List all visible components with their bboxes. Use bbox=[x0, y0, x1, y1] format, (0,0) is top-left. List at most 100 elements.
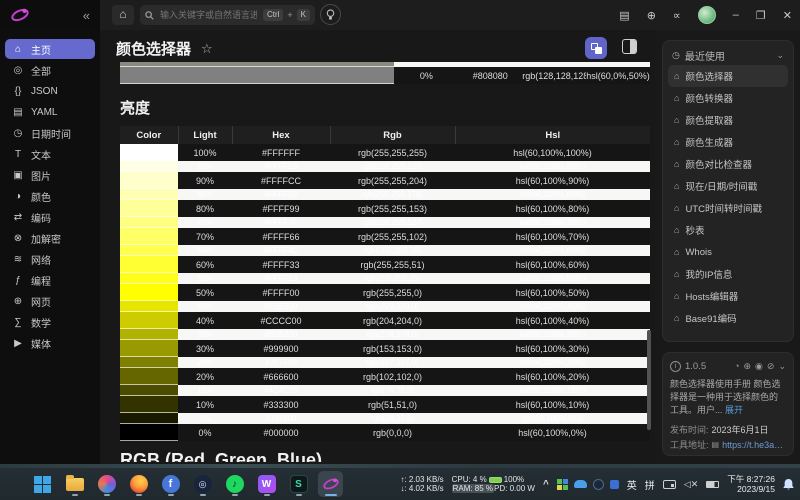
recent-tool-item[interactable]: ⌂ 颜色生成器 bbox=[668, 131, 788, 153]
sidebar-item-datetime[interactable]: ◷ 日期时间 bbox=[5, 123, 95, 143]
home-button[interactable]: ⌂ bbox=[112, 5, 134, 25]
color-swatch bbox=[120, 413, 178, 424]
user-avatar[interactable] bbox=[697, 6, 716, 24]
minimize-button[interactable]: – bbox=[732, 9, 739, 21]
sidebar-item-home[interactable]: ⌂ 主页 bbox=[5, 39, 95, 59]
recent-tool-item[interactable]: ⌂ Whois bbox=[668, 241, 788, 263]
sidebar-item-encode[interactable]: ⇄ 编码 bbox=[5, 207, 95, 227]
chevron-down-icon[interactable]: ⌄ bbox=[776, 49, 784, 60]
table-row[interactable]: 85% #FFFFB2 rgb(255,255,178) hsl(60,100%,85… bbox=[120, 189, 650, 200]
table-row[interactable]: 0% #808080 rgb(128,128,128) hsl(60,0%,50%) bbox=[120, 67, 650, 84]
taskbar-app-firefox[interactable] bbox=[126, 471, 151, 497]
table-row[interactable]: 0% #000000 rgb(0,0,0) hsl(60,100%,0%) bbox=[120, 424, 650, 441]
tray-expand-chevron[interactable]: ^ bbox=[542, 478, 549, 490]
system-stats[interactable]: CPU: 4 % 100% RAM: 85 %PD: 0.00 W bbox=[451, 474, 535, 493]
sidebar-item-json[interactable]: {} JSON bbox=[5, 81, 95, 101]
table-row[interactable]: 90% #FFFFCC rgb(255,255,204) hsl(60,100%,90… bbox=[120, 172, 650, 189]
taskbar-app-start[interactable] bbox=[30, 471, 55, 497]
info-field-value[interactable]: https://t.he3app.co.. bbox=[722, 439, 786, 450]
touch-keyboard-icon[interactable] bbox=[662, 479, 676, 489]
table-row[interactable]: 80% #FFFF99 rgb(255,255,153) hsl(60,100%,80… bbox=[120, 200, 650, 217]
recent-tool-item[interactable]: ⌂ 颜色提取器 bbox=[668, 109, 788, 131]
taskbar-app-microsoft-365[interactable] bbox=[94, 471, 119, 497]
table-row[interactable]: 30% #999900 rgb(153,153,0) hsl(60,100%,30%) bbox=[120, 340, 650, 357]
sidebar-item-text[interactable]: T 文本 bbox=[5, 144, 95, 164]
info-field-value[interactable]: https://github.com... bbox=[721, 455, 786, 456]
sidebar-item-media[interactable]: ▶ 媒体 bbox=[5, 333, 95, 353]
recent-tool-item[interactable]: ⌂ UTC时间转时间戳 bbox=[668, 197, 788, 219]
sidebar-item-yaml[interactable]: ▤ YAML bbox=[5, 102, 95, 122]
table-row[interactable]: 60% #FFFF33 rgb(255,255,51) hsl(60,100%,60%… bbox=[120, 256, 650, 273]
history-icon[interactable]: ◔ bbox=[734, 361, 740, 371]
recent-tool-item[interactable]: ⌂ 颜色转换器 bbox=[668, 87, 788, 109]
recent-tool-item[interactable]: ⌂ 现在/日期/时间戳 bbox=[668, 175, 788, 197]
globe-icon[interactable]: ⊕ bbox=[743, 360, 752, 371]
sidebar-item-crypto[interactable]: ⊗ 加解密 bbox=[5, 228, 95, 248]
sidebar-item-math[interactable]: ∑ 数学 bbox=[5, 312, 95, 332]
content-scrollbar[interactable] bbox=[647, 330, 651, 430]
github-icon[interactable]: ◉ bbox=[755, 360, 763, 371]
recent-tool-item[interactable]: ⌂ 颜色对比检查器 bbox=[668, 153, 788, 175]
table-row[interactable]: 5% #191900 rgb(25,25,0) hsl(60,100%,5%) bbox=[120, 413, 650, 424]
table-row[interactable]: 40% #CCCC00 rgb(204,204,0) hsl(60,100%,40%) bbox=[120, 312, 650, 329]
theme-toggle-icon[interactable] bbox=[622, 39, 637, 54]
table-row[interactable]: 45% #E5E500 rgb(229,229,0) hsl(60,100%,45%) bbox=[120, 301, 650, 312]
table-row[interactable]: 100% #FFFFFF rgb(255,255,255) hsl(60,100%,1… bbox=[120, 144, 650, 161]
table-row[interactable]: 10% #333300 rgb(51,51,0) hsl(60,100%,10%) bbox=[120, 396, 650, 413]
table-row[interactable]: 50% #FFFF00 rgb(255,255,0) hsl(60,100%,50%) bbox=[120, 284, 650, 301]
maximize-button[interactable]: ❐ bbox=[755, 9, 766, 22]
table-row[interactable]: 55% #FFFF19 rgb(255,255,25) hsl(60,100%,55%… bbox=[120, 273, 650, 284]
battery-icon[interactable] bbox=[706, 480, 720, 488]
tray-cloud-icon[interactable] bbox=[573, 480, 587, 488]
language-globe-icon[interactable]: ⊕ bbox=[646, 9, 656, 22]
search-input[interactable] bbox=[158, 9, 259, 21]
sidebar-item-image[interactable]: ▣ 图片 bbox=[5, 165, 95, 185]
network-speed[interactable]: ↑: 2.03 KB/s ↓: 4.02 KB/s bbox=[400, 474, 444, 493]
taskbar-app-explorer[interactable] bbox=[62, 471, 87, 497]
sidebar-item-all[interactable]: ◎ 全部 bbox=[5, 60, 95, 80]
ime-pinyin-indicator[interactable]: 拼 bbox=[644, 480, 655, 492]
steam-icon: ◎ bbox=[193, 475, 212, 493]
compare-button[interactable] bbox=[585, 37, 607, 59]
clock[interactable]: 下午 8:27:26 2023/9/15 bbox=[727, 474, 775, 494]
table-row[interactable]: 95% #FFFFE5 rgb(255,255,229) hsl(60,100%,95… bbox=[120, 161, 650, 172]
taskbar-app-spotify[interactable]: ♪ bbox=[222, 471, 247, 497]
table-row[interactable]: 15% #4C4C00 rgb(76,76,0) hsl(60,100%,15%) bbox=[120, 385, 650, 396]
taskbar-app-wallpaper-engine[interactable]: W bbox=[254, 471, 279, 497]
sidebar-item-color[interactable]: ◑ 颜色 bbox=[5, 186, 95, 206]
table-row[interactable]: 75% #FFFF7F rgb(255,255,127) hsl(60,100%,75… bbox=[120, 217, 650, 228]
tasklist-icon[interactable]: ▤ bbox=[619, 9, 630, 22]
share-icon[interactable]: ∝ bbox=[672, 9, 681, 22]
tray-app-icon[interactable] bbox=[609, 479, 619, 489]
notification-bell-icon[interactable] bbox=[783, 478, 794, 490]
close-button[interactable]: ✕ bbox=[782, 9, 792, 22]
search-bar[interactable]: Ctrl + K bbox=[140, 5, 315, 25]
recent-tool-item[interactable]: ⌂ Base91编码 bbox=[668, 307, 788, 329]
volume-muted-icon[interactable]: ◁✕ bbox=[683, 478, 699, 489]
recent-tool-item[interactable]: ⌂ 秒表 bbox=[668, 219, 788, 241]
table-row[interactable]: 20% #666600 rgb(102,102,0) hsl(60,100%,20%) bbox=[120, 368, 650, 385]
ime-english-indicator[interactable]: 英 bbox=[626, 480, 637, 492]
sidebar-item-program[interactable]: ƒ 编程 bbox=[5, 270, 95, 290]
sidebar-collapse-icon[interactable]: « bbox=[82, 7, 90, 23]
expand-link[interactable]: 展开 bbox=[725, 405, 744, 416]
table-row[interactable]: 25% #7F7F00 rgb(127,127,0) hsl(60,100%,25%) bbox=[120, 357, 650, 368]
assistant-button[interactable] bbox=[320, 4, 341, 25]
chevron-down-icon[interactable]: ⌄ bbox=[778, 360, 786, 371]
taskbar-app-green-s-app[interactable]: S bbox=[286, 471, 311, 497]
table-row[interactable]: 65% #FFFF4C rgb(255,255,76) hsl(60,100%,65%… bbox=[120, 245, 650, 256]
taskbar-app-flow-f[interactable]: f bbox=[158, 471, 183, 497]
taskbar-app-steam[interactable]: ◎ bbox=[190, 471, 215, 497]
favorite-star-icon[interactable]: ☆ bbox=[201, 40, 213, 56]
sidebar-item-network[interactable]: ≋ 网络 bbox=[5, 249, 95, 269]
taskbar-app-he3[interactable] bbox=[318, 471, 343, 497]
recent-tool-item[interactable]: ⌂ 颜色选择器 bbox=[668, 65, 788, 87]
check-icon[interactable]: ⊘ bbox=[766, 360, 775, 371]
recent-tool-item[interactable]: ⌂ 我的IP信息 bbox=[668, 263, 788, 285]
table-row[interactable]: 70% #FFFF66 rgb(255,255,102) hsl(60,100%,70… bbox=[120, 228, 650, 245]
tray-steam-icon[interactable] bbox=[592, 478, 604, 490]
table-row[interactable]: 35% #B2B200 rgb(178,178,0) hsl(60,100%,35%) bbox=[120, 329, 650, 340]
sidebar-item-web[interactable]: ⊕ 网页 bbox=[5, 291, 95, 311]
tray-colorful-icon[interactable] bbox=[556, 478, 568, 490]
recent-tool-item[interactable]: ⌂ Hosts编辑器 bbox=[668, 285, 788, 307]
